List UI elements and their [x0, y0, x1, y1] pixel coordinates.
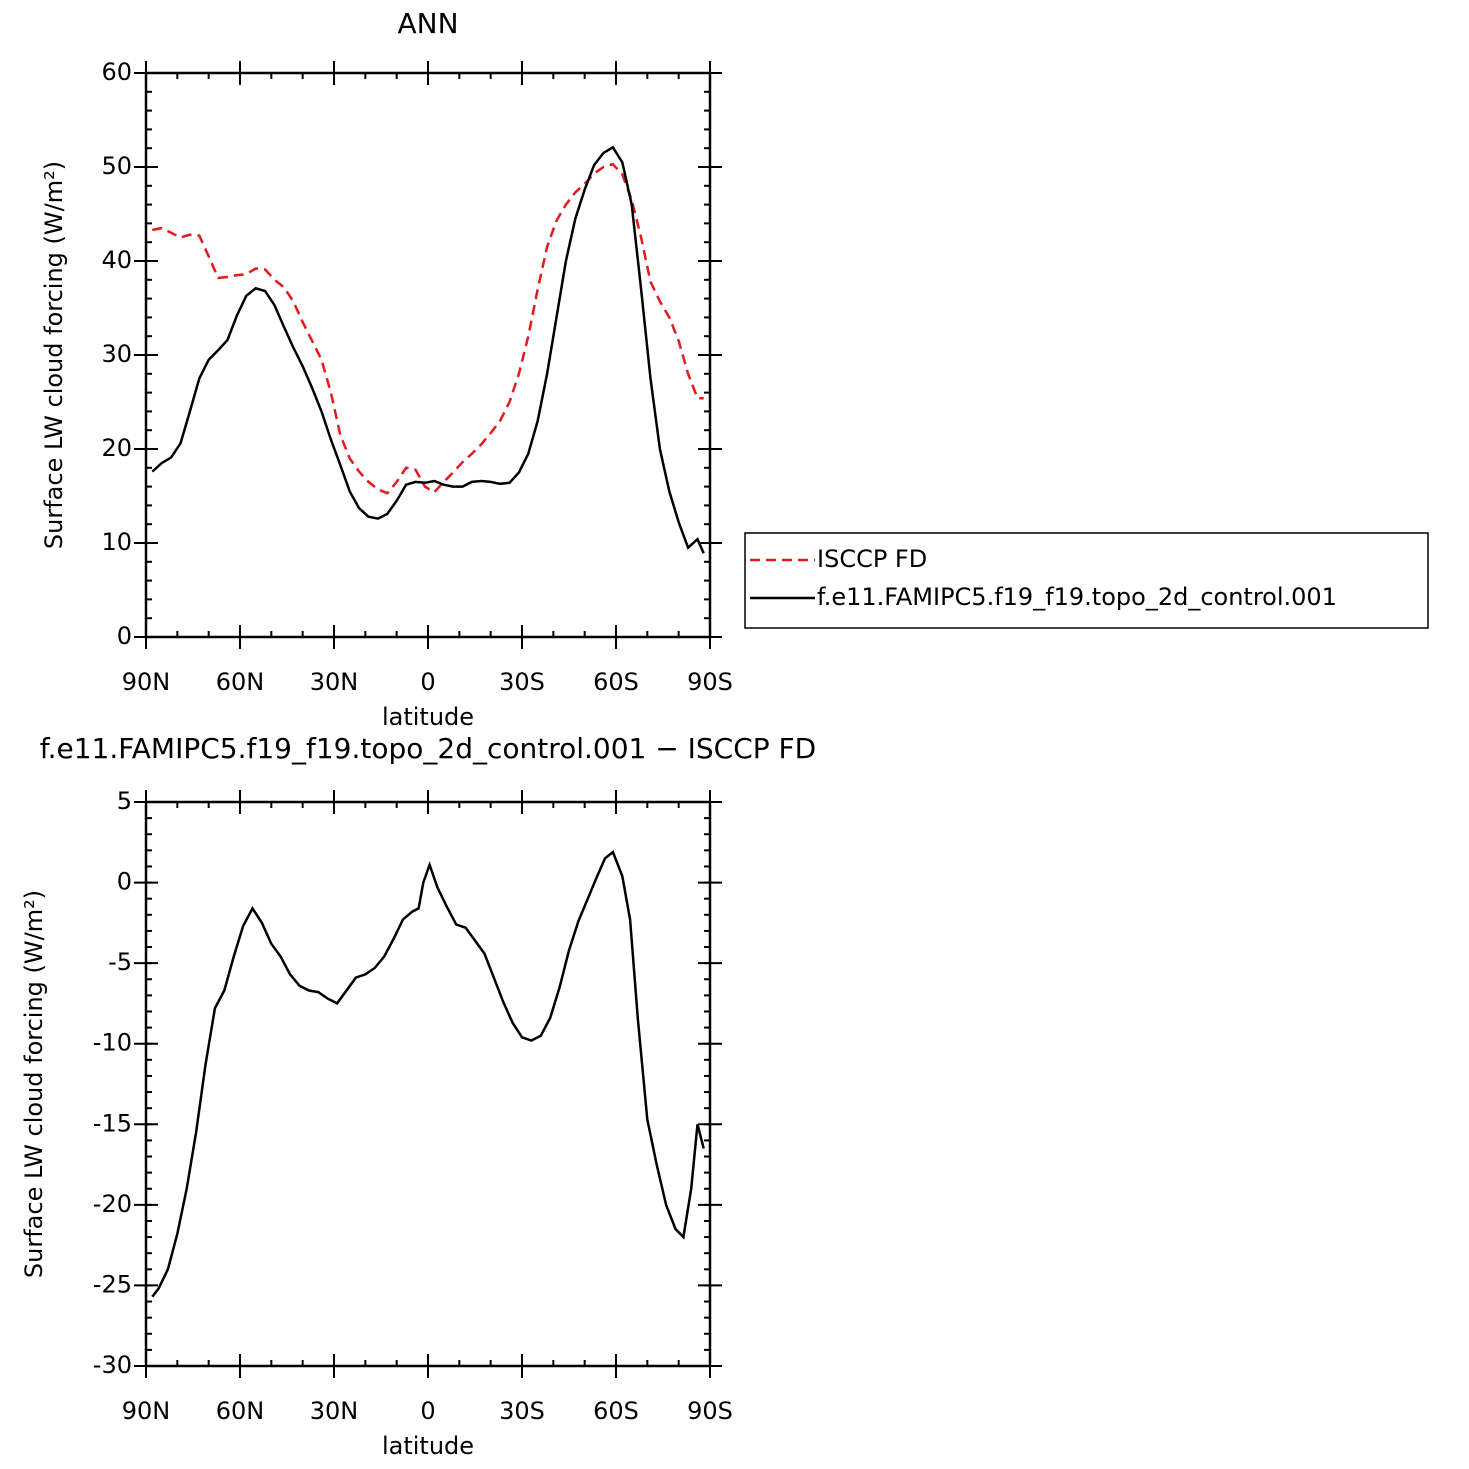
x-tick-label: 90S — [687, 1397, 733, 1425]
y-tick-label: 0 — [117, 868, 132, 896]
y-axis-title: Surface LW cloud forcing (W/m²) — [20, 890, 48, 1278]
legend-label: ISCCP FD — [817, 545, 927, 573]
plot-frame — [144, 800, 712, 1368]
x-tick-label: 0 — [420, 1397, 435, 1425]
plot-frame — [144, 71, 712, 639]
legend-box — [744, 532, 1429, 629]
y-axis-title: Surface LW cloud forcing (W/m²) — [40, 161, 68, 549]
x-tick-label: 90S — [687, 668, 733, 696]
legend-label: f.e11.FAMIPC5.f19_f19.topo_2d_control.00… — [817, 583, 1337, 611]
x-tick-label: 60N — [216, 1397, 265, 1425]
y-tick-label: 20 — [101, 434, 132, 462]
y-tick-label: -25 — [93, 1270, 132, 1298]
chart-title: ANN — [397, 7, 458, 40]
x-tick-label: 60S — [593, 668, 639, 696]
data-line — [152, 162, 704, 495]
x-tick-label: 60N — [216, 668, 265, 696]
y-tick-label: 5 — [117, 787, 132, 815]
x-tick-label: 30S — [499, 1397, 545, 1425]
x-tick-label: 0 — [420, 668, 435, 696]
x-tick-label: 30S — [499, 668, 545, 696]
x-axis-title: latitude — [382, 1432, 474, 1460]
x-tick-label: 30N — [310, 668, 359, 696]
y-tick-label: 60 — [101, 58, 132, 86]
x-tick-label: 90N — [122, 668, 171, 696]
y-tick-label: 10 — [101, 528, 132, 556]
y-tick-label: 50 — [101, 152, 132, 180]
chart-title: f.e11.FAMIPC5.f19_f19.topo_2d_control.00… — [40, 732, 816, 765]
x-tick-label: 30N — [310, 1397, 359, 1425]
x-tick-label: 60S — [593, 1397, 639, 1425]
data-line — [151, 849, 705, 1298]
y-tick-label: 0 — [117, 622, 132, 650]
y-tick-label: -5 — [108, 948, 132, 976]
y-tick-label: -20 — [93, 1190, 132, 1218]
y-tick-label: -15 — [93, 1109, 132, 1137]
x-axis-title: latitude — [382, 703, 474, 731]
y-tick-label: 40 — [101, 246, 132, 274]
x-tick-label: 90N — [122, 1397, 171, 1425]
y-tick-label: 30 — [101, 340, 132, 368]
y-tick-label: -30 — [93, 1351, 132, 1379]
y-tick-label: -10 — [93, 1029, 132, 1057]
data-line — [151, 145, 705, 554]
